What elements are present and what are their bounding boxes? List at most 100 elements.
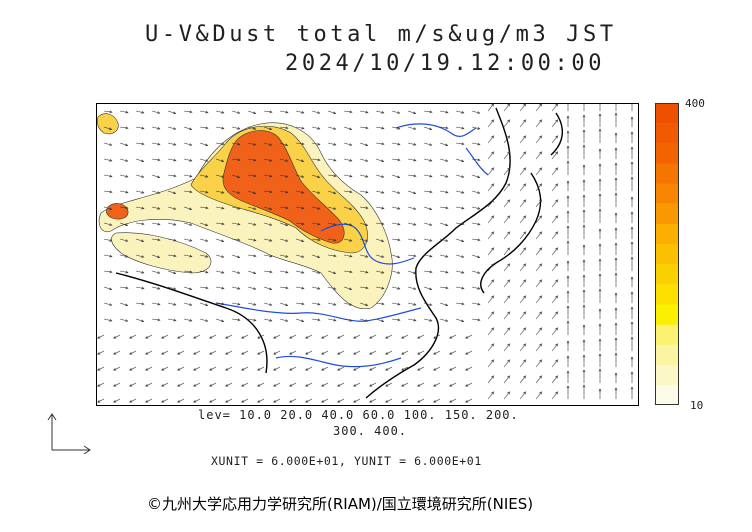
- wind-vector-head: [630, 291, 634, 295]
- wind-vector: [119, 270, 128, 273]
- wind-vector-head: [491, 375, 495, 379]
- wind-vector-head: [539, 295, 543, 299]
- wind-vector-head: [257, 383, 261, 387]
- wind-vector-head: [413, 207, 417, 210]
- wind-vector-head: [630, 176, 634, 180]
- wind-vector: [327, 318, 336, 321]
- wind-vector: [433, 398, 441, 403]
- wind-vector: [129, 350, 137, 355]
- wind-vector-head: [113, 335, 117, 339]
- wind-vector-head: [598, 353, 602, 357]
- wind-vector-head: [507, 199, 511, 203]
- wind-vector: [343, 174, 352, 177]
- wind-vector: [241, 350, 249, 355]
- wind-vector: [423, 158, 432, 162]
- wind-vector: [487, 311, 494, 320]
- wind-vector: [263, 158, 272, 162]
- wind-vector-head: [321, 383, 325, 387]
- wind-vector: [103, 238, 112, 242]
- wind-vector: [519, 263, 526, 272]
- wind-vector-head: [109, 110, 113, 114]
- wind-vector: [423, 174, 432, 177]
- wind-vector-head: [461, 142, 465, 146]
- wind-vector-head: [209, 335, 213, 339]
- wind-vector: [337, 366, 345, 371]
- wind-vector-head: [507, 279, 511, 283]
- wind-vector-head: [109, 318, 113, 322]
- wind-vector-head: [523, 343, 527, 347]
- wind-vector: [519, 231, 526, 240]
- wind-vector: [503, 247, 510, 256]
- wind-vector: [519, 279, 526, 288]
- wind-vector-head: [413, 302, 417, 306]
- wind-vector: [103, 318, 112, 322]
- wind-vector-head: [301, 142, 305, 146]
- wind-vector: [215, 142, 224, 145]
- wind-vector: [503, 327, 510, 336]
- wind-vector-head: [417, 367, 421, 371]
- wind-vector: [465, 382, 473, 387]
- wind-vector: [135, 302, 144, 305]
- wind-vector-head: [109, 207, 113, 211]
- wind-vector-head: [413, 238, 417, 242]
- wind-vector: [487, 215, 494, 224]
- wind-vector-head: [365, 239, 369, 242]
- wind-vector: [327, 142, 336, 146]
- wind-vector-head: [113, 367, 117, 371]
- wind-vector: [487, 375, 494, 384]
- wind-vector: [199, 142, 208, 146]
- wind-vector: [327, 190, 336, 194]
- wind-vector-head: [365, 126, 369, 130]
- wind-vector-head: [614, 212, 618, 216]
- wind-vector: [231, 286, 240, 290]
- wind-vector-head: [109, 127, 113, 131]
- wind-vector: [487, 391, 494, 400]
- wind-vector: [471, 318, 480, 321]
- wind-vector-head: [614, 372, 618, 376]
- wind-vector: [183, 238, 192, 242]
- wind-vector: [215, 270, 224, 274]
- wind-vector: [375, 238, 384, 242]
- wind-vector-head: [413, 111, 417, 115]
- wind-vector-field: [97, 103, 634, 403]
- wind-vector-head: [630, 276, 634, 280]
- color-scale-step: [655, 103, 679, 124]
- wind-vector: [503, 231, 510, 240]
- wind-vector: [273, 382, 281, 387]
- wind-vector: [113, 366, 121, 371]
- wind-vector-head: [301, 159, 305, 163]
- wind-vector-head: [253, 111, 257, 115]
- wind-vector: [385, 350, 393, 355]
- wind-vector-head: [177, 383, 181, 387]
- wind-vector-head: [193, 399, 197, 403]
- wind-vector: [359, 254, 368, 258]
- wind-vector: [353, 398, 361, 403]
- wind-vector: [199, 174, 208, 178]
- wind-vector: [487, 327, 494, 336]
- wind-vector-head: [189, 110, 193, 114]
- wind-vector: [103, 158, 112, 162]
- wind-vector: [439, 254, 448, 258]
- wind-vector: [535, 167, 542, 176]
- wind-vector-head: [189, 158, 193, 162]
- wind-vector: [551, 295, 558, 304]
- wind-vector: [385, 398, 393, 403]
- wind-vector-head: [225, 351, 229, 355]
- wind-vector-head: [566, 195, 570, 199]
- wind-vector-head: [177, 351, 181, 355]
- wind-vector-head: [539, 391, 543, 395]
- wind-vector-head: [301, 175, 305, 178]
- wind-vector-head: [125, 270, 129, 274]
- wind-vector-head: [161, 335, 165, 339]
- wind-vector-head: [241, 367, 245, 371]
- wind-vector-head: [365, 270, 369, 274]
- wind-vector: [417, 350, 425, 355]
- wind-vector-head: [413, 222, 417, 226]
- wind-vector: [503, 103, 510, 112]
- wind-vector: [97, 382, 105, 387]
- wind-vector: [199, 270, 208, 273]
- dust-spot-northwest: [96, 113, 119, 135]
- wind-vector: [455, 270, 464, 274]
- wind-vector: [225, 382, 233, 387]
- wind-vector: [97, 398, 105, 403]
